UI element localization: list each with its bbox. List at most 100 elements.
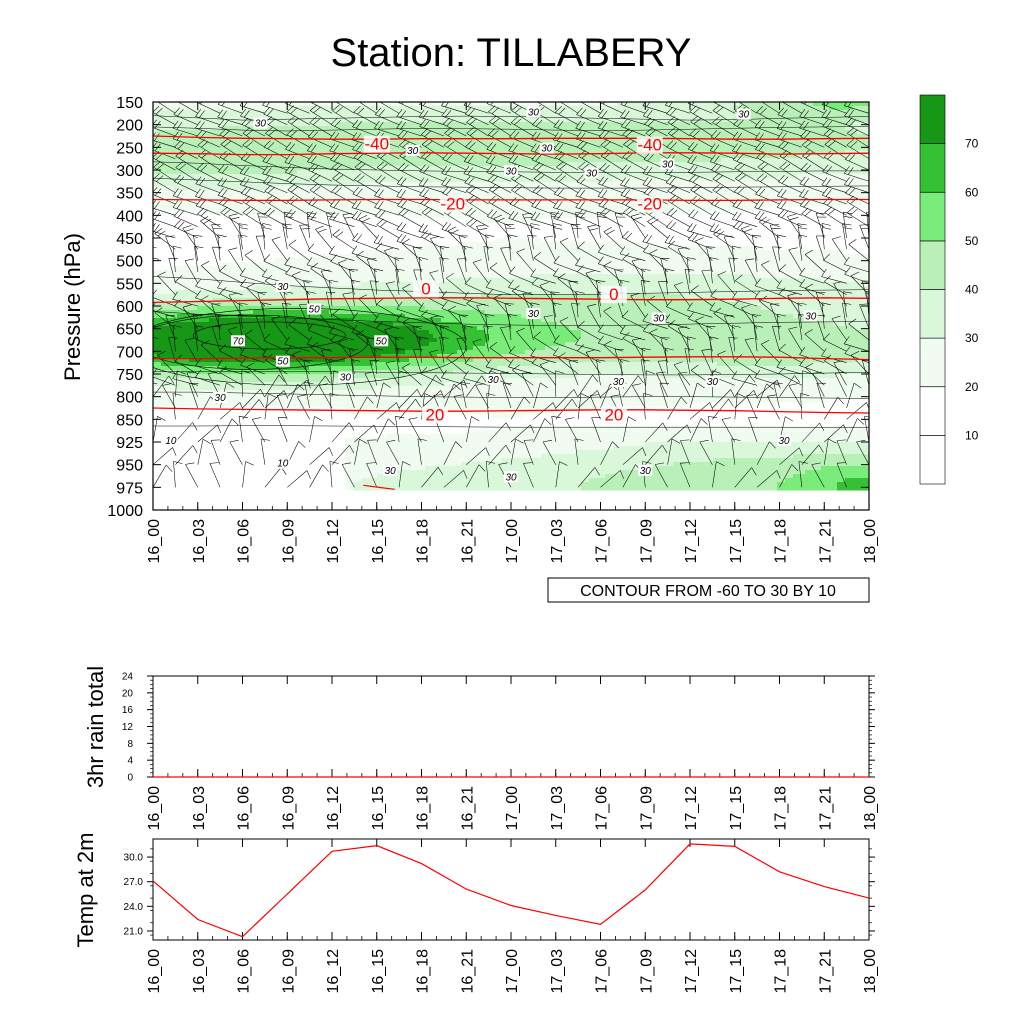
humidity-cell xyxy=(633,206,638,211)
humidity-cell xyxy=(373,158,378,163)
humidity-cell xyxy=(245,150,250,155)
humidity-cell xyxy=(713,146,718,151)
humidity-cell xyxy=(165,130,170,135)
humidity-cell xyxy=(353,142,358,147)
humidity-cell xyxy=(265,150,270,155)
humidity-cell xyxy=(537,122,542,127)
humidity-cell xyxy=(225,102,230,107)
humidity-cell xyxy=(297,186,302,191)
humidity-cell xyxy=(281,166,286,171)
humidity-cell xyxy=(177,102,182,107)
humidity-cell xyxy=(377,106,382,111)
humidity-cell xyxy=(665,130,670,135)
humidity-cell xyxy=(489,110,494,115)
humidity-cell xyxy=(217,110,222,115)
humidity-cell xyxy=(157,186,162,191)
humidity-cell xyxy=(241,186,246,191)
humidity-cell xyxy=(561,206,566,211)
humidity-cell xyxy=(269,190,274,195)
humidity-cell xyxy=(181,106,186,111)
humidity-cell xyxy=(833,146,838,151)
humidity-cell xyxy=(221,130,226,135)
humidity-cell xyxy=(421,202,426,207)
humidity-cell xyxy=(841,134,846,139)
humidity-cell xyxy=(597,150,602,155)
humidity-cell xyxy=(401,150,406,155)
humidity-cell xyxy=(725,206,730,211)
humidity-cell xyxy=(353,126,358,131)
humidity-cell xyxy=(725,130,730,135)
humidity-cell xyxy=(841,122,846,127)
humidity-cell xyxy=(473,106,478,111)
humidity-cell xyxy=(773,122,778,127)
humidity-cell xyxy=(373,102,378,107)
humidity-cell xyxy=(461,118,466,123)
humidity-cell xyxy=(325,138,330,143)
humidity-cell xyxy=(733,150,738,155)
humidity-cell xyxy=(849,154,854,159)
humidity-cell xyxy=(705,106,710,111)
humidity-cell xyxy=(173,110,178,115)
humidity-cell xyxy=(761,134,766,139)
humidity-cell xyxy=(181,162,186,167)
humidity-cell xyxy=(561,122,566,127)
humidity-cell xyxy=(577,122,582,127)
humidity-cell xyxy=(361,202,366,207)
humidity-cell xyxy=(537,154,542,159)
humidity-cell xyxy=(361,206,366,211)
humidity-cell xyxy=(857,198,862,203)
humidity-cell xyxy=(617,114,622,119)
humidity-cell xyxy=(613,194,618,199)
humidity-cell xyxy=(501,162,506,167)
humidity-cell xyxy=(241,154,246,159)
humidity-cell xyxy=(429,186,434,191)
humidity-cell xyxy=(485,186,490,191)
humidity-cell xyxy=(565,110,570,115)
humidity-cell xyxy=(505,130,510,135)
humidity-cell xyxy=(665,138,670,143)
humidity-cell xyxy=(377,154,382,159)
humidity-cell xyxy=(585,134,590,139)
humidity-cell xyxy=(173,190,178,195)
humidity-cell xyxy=(321,170,326,175)
humidity-cell xyxy=(457,242,462,247)
humidity-cell xyxy=(581,106,586,111)
humidity-cell xyxy=(445,146,450,151)
humidity-cell xyxy=(409,130,414,135)
humidity-cell xyxy=(329,134,334,139)
humidity-cell xyxy=(785,110,790,115)
humidity-cell xyxy=(397,110,402,115)
humidity-cell xyxy=(361,122,366,127)
humidity-cell xyxy=(237,126,242,131)
humidity-cell xyxy=(585,158,590,163)
humidity-cell xyxy=(601,190,606,195)
humidity-cell xyxy=(205,190,210,195)
humidity-cell xyxy=(609,170,614,175)
humidity-cell xyxy=(697,134,702,139)
humidity-cell xyxy=(813,110,818,115)
humidity-cell xyxy=(161,194,166,199)
humidity-cell xyxy=(377,118,382,123)
humidity-cell xyxy=(701,166,706,171)
humidity-cell xyxy=(697,166,702,171)
humidity-cell xyxy=(401,170,406,175)
humidity-cell xyxy=(817,182,822,187)
humidity-cell xyxy=(205,134,210,139)
humidity-cell xyxy=(297,114,302,119)
humidity-cell xyxy=(481,134,486,139)
humidity-cell xyxy=(173,158,178,163)
humidity-cell xyxy=(661,146,666,151)
humidity-cell xyxy=(557,190,562,195)
humidity-cell xyxy=(453,186,458,191)
humidity-cell xyxy=(369,102,374,107)
humidity-cell xyxy=(257,170,262,175)
humidity-cell xyxy=(653,166,658,171)
humidity-cell xyxy=(633,126,638,131)
humidity-cell xyxy=(621,110,626,115)
humidity-cell xyxy=(785,186,790,191)
humidity-cell xyxy=(417,210,422,215)
humidity-cell xyxy=(457,166,462,171)
humidity-cell xyxy=(597,162,602,167)
humidity-cell xyxy=(349,182,354,187)
humidity-cell xyxy=(481,214,486,219)
